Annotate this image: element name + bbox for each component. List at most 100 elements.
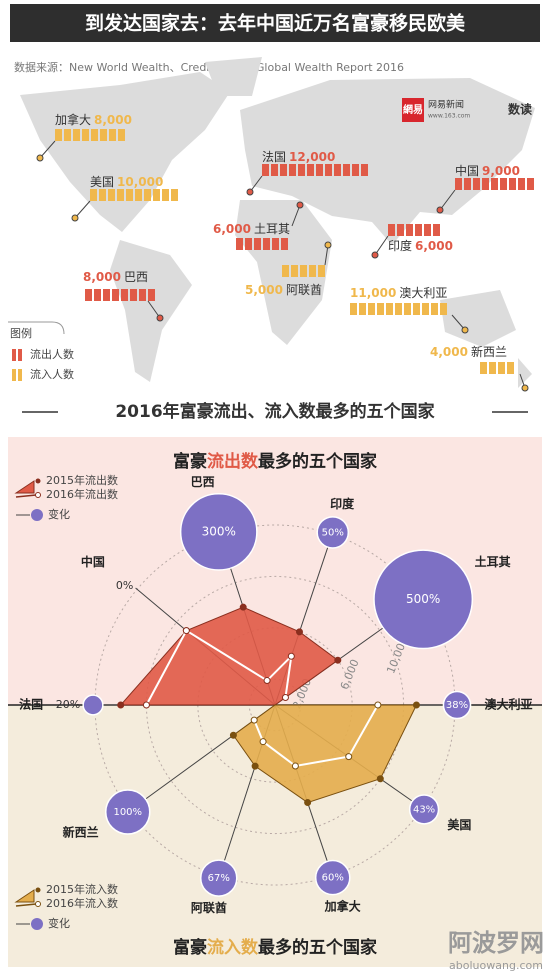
radar-point [263,677,271,685]
radar-point [376,775,384,783]
change-label: 300% [202,524,236,538]
change-label: 60% [322,873,344,884]
radar-point [345,753,353,761]
legend-label: 2015年流入数 [46,882,118,896]
map-label: 4,000 新西兰 [430,344,507,359]
legend-icon [31,918,43,930]
title-part: 最多的五个国家 [258,937,377,958]
change-bubble [200,859,238,897]
section-title: 2016年富豪流出、流入数最多的五个国家 [115,401,434,422]
change-label: 500% [406,592,440,606]
map-label: 中国 9,000 [455,163,520,178]
legend-label: 变化 [48,507,70,521]
logo-name: 网易新闻 [428,99,464,111]
change-label: 43% [413,804,435,815]
country-name: 巴西 [124,270,148,284]
change-label: 20% [56,698,80,711]
value-label: 5,000 [245,283,283,297]
country-label: 阿联酋 [191,900,227,915]
value-label: 8,000 [94,113,132,127]
legend-swatch [18,349,22,361]
country-label: 法国 [19,697,43,712]
leader-line [74,200,91,219]
map-label: 11,000 澳大利亚 [350,286,447,300]
radar-point [374,701,382,709]
map-label: 5,000 阿联酋 [245,282,322,297]
legend-icon [14,889,35,903]
change-label: 67% [208,873,230,884]
country-label: 土耳其 [475,554,511,569]
logo-box [402,98,424,122]
country-label: 澳大利亚 [485,697,533,712]
legend-frame [8,321,65,335]
legend-title: 图例 [10,326,32,340]
value-label: 11,000 [350,286,396,300]
country-label: 新西兰 [63,825,99,840]
legend-label: 2016年流入数 [46,896,118,910]
change-bubble [105,789,151,835]
change-bubble [316,516,350,549]
radar-point [229,731,237,739]
country-name: 加拿大 [55,112,91,127]
location-dot [71,214,79,222]
map-label: 法国 12,000 [262,150,335,164]
map-bar [55,129,125,141]
country-name: 澳大利亚 [399,286,447,300]
location-dot [156,314,164,322]
value-label: 6,000 [415,239,453,253]
location-dot [296,201,304,209]
legend-label: 流出人数 [30,347,74,361]
map-bar [282,265,325,277]
legend-icon [15,903,37,907]
radar-point [251,762,259,770]
logo-brand: 網易 [403,103,423,116]
watermark: aboluowang.com [449,959,543,972]
radar-point [182,627,190,635]
radar-point [291,762,299,770]
radar-point [295,628,303,636]
location-dot [436,206,444,214]
radar-point [304,799,312,807]
country-name: 法国 [262,150,286,164]
value-label: 4,000 [430,345,468,359]
country-label: 美国 [447,817,471,832]
leader-line [291,204,301,227]
logo-url: www.163.com [428,113,470,120]
legend-icon [35,478,41,484]
country-label: 中国 [81,554,105,569]
change-bubble [373,549,474,650]
world-map [20,57,535,388]
chart-title: 富豪流出数最多的五个国家 [173,451,377,472]
legend-swatch [12,349,16,361]
country-name: 新西兰 [471,344,507,359]
map-bar [388,224,440,236]
change-bubble [408,794,440,825]
change-label: 100% [113,807,142,818]
map-bar [350,303,447,315]
radar-point [239,603,247,611]
value-label: 6,000 [213,222,251,236]
legend-icon [14,480,35,494]
location-dot [461,326,469,334]
change-bubble [442,690,472,720]
country-name: 土耳其 [254,222,290,236]
map-label: 美国 10,000 [90,175,163,189]
legend-icon [15,494,37,498]
legend-label: 2016年流出数 [46,487,118,501]
radar-point [117,701,125,709]
legend-label: 变化 [48,916,70,930]
country-name: 印度 [388,238,412,253]
country-name: 阿联酋 [286,282,322,297]
title-part: 富豪 [173,451,207,472]
map-bar [455,178,534,190]
header-bar [10,4,540,42]
value-label: 8,000 [83,270,121,284]
value-label: 10,000 [117,175,163,189]
legend-icon [35,901,41,907]
title-part: 流出数 [207,451,259,472]
title-part: 流入数 [207,937,259,958]
change-label: 38% [446,700,468,711]
map-label: 6,000 土耳其 [213,222,290,236]
value-label: 9,000 [482,164,520,178]
